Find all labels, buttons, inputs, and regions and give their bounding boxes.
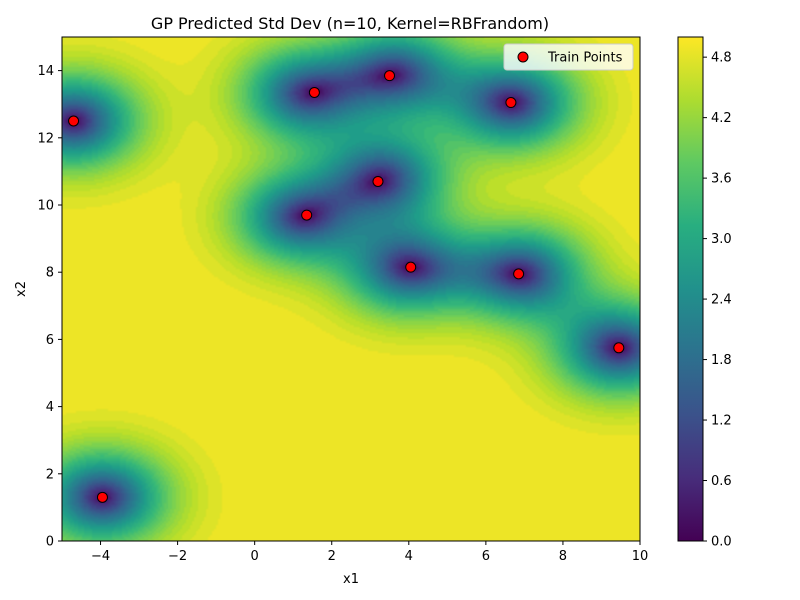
colorbar-tick-label: 0.6: [711, 474, 732, 489]
x-tick-label: 4: [405, 549, 413, 564]
train-point: [405, 261, 417, 273]
y-tick-label: 2: [46, 467, 54, 482]
colorbar-gradient: [678, 37, 703, 541]
x-tick-label: 8: [559, 549, 567, 564]
x-tick-label: 2: [328, 549, 336, 564]
colorbar-tick-label: 1.2: [711, 414, 732, 429]
y-axis: 0 2 4 6 8 10 12 14: [37, 64, 62, 550]
colorbar-tick-label: 2.4: [711, 293, 732, 308]
colorbar-tick-label: 3.0: [711, 232, 732, 247]
legend-box: [503, 43, 634, 71]
train-point: [613, 342, 625, 354]
colorbar: 0.0 0.6 1.2 1.8 2.4 3.0 3.6 4.2 4.8: [677, 36, 732, 550]
y-tick-label: 12: [37, 131, 54, 146]
colorbar-frame: [677, 36, 704, 542]
x-tick-label: −2: [168, 549, 187, 564]
std-dev-heatmap: [62, 37, 640, 541]
x-axis: −4 −2 0 2 4 6 8 10: [91, 541, 648, 564]
train-point: [384, 70, 396, 82]
legend: Train Points: [503, 43, 634, 71]
colorbar-tick-label: 4.8: [711, 51, 732, 66]
train-point: [68, 115, 80, 127]
y-tick-label: 0: [46, 535, 54, 550]
y-axis-label: x2: [14, 281, 29, 297]
train-point: [513, 268, 525, 280]
y-tick-label: 8: [46, 266, 54, 281]
y-tick-label: 10: [37, 199, 54, 214]
colorbar-ticks: 0.0 0.6 1.2 1.8 2.4 3.0 3.6 4.2 4.8: [703, 51, 732, 550]
x-tick-label: 0: [251, 549, 259, 564]
train-point: [301, 209, 313, 221]
plot-area: [61, 36, 641, 542]
plot-frame: [61, 36, 641, 542]
colorbar-tick-label: 1.8: [711, 353, 732, 368]
train-point: [308, 86, 320, 98]
legend-marker: [517, 51, 529, 63]
train-points: [68, 70, 625, 503]
chart-title: GP Predicted Std Dev (n=10, Kernel=RBFra…: [151, 14, 549, 33]
x-tick-label: 10: [632, 549, 649, 564]
colorbar-tick-label: 0.0: [711, 535, 732, 550]
train-point: [96, 491, 108, 503]
colorbar-tick-label: 3.6: [711, 172, 732, 187]
x-axis-label: x1: [343, 572, 359, 587]
y-tick-label: 4: [46, 400, 54, 415]
colorbar-tick-label: 4.2: [711, 111, 732, 126]
x-tick-label: 6: [482, 549, 490, 564]
x-tick-label: −4: [91, 549, 110, 564]
train-point: [505, 97, 517, 109]
legend-label: Train Points: [547, 51, 623, 66]
y-tick-label: 14: [37, 64, 54, 79]
y-tick-label: 6: [46, 333, 54, 348]
train-point: [372, 175, 384, 187]
